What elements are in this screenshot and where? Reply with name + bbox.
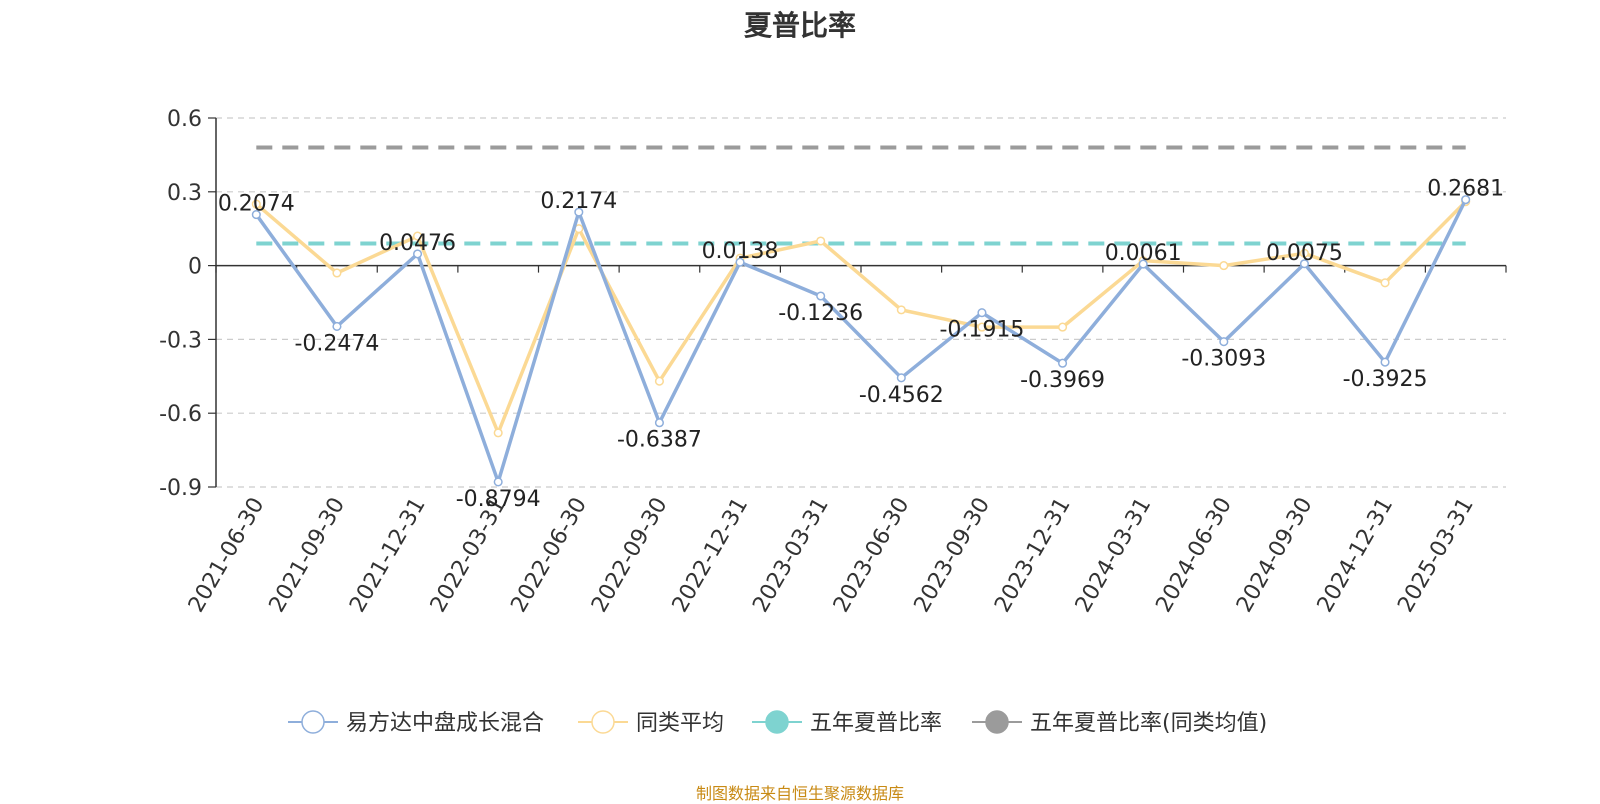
- y-tick-label: 0.3: [167, 181, 202, 206]
- data-label: -0.8794: [456, 487, 541, 512]
- legend-label: 五年夏普比率: [810, 711, 942, 736]
- data-point: [251, 210, 261, 220]
- legend-item[interactable]: 五年夏普比率: [752, 710, 942, 736]
- data-point: [735, 257, 745, 267]
- legend-label: 五年夏普比率(同类均值): [1030, 711, 1267, 736]
- data-point: [977, 308, 987, 318]
- data-label: 0.0075: [1266, 241, 1343, 266]
- data-point: [1138, 259, 1148, 269]
- data-point: [977, 322, 987, 332]
- reference-lines: [256, 145, 1466, 246]
- data-point: [574, 207, 584, 217]
- legend-item[interactable]: 易方达中盘成长混合: [288, 710, 544, 736]
- data-point: [1299, 259, 1309, 269]
- series-line: [255, 200, 1467, 435]
- y-tick-label: 0.6: [167, 107, 202, 132]
- series-lines: [251, 195, 1471, 487]
- data-point: [493, 477, 503, 487]
- data-label: 0.2681: [1427, 177, 1504, 202]
- x-tick-label: 2024-03-31: [1071, 494, 1157, 617]
- legend-label: 易方达中盘成长混合: [346, 711, 544, 736]
- data-point: [816, 236, 826, 246]
- data-label: 0.2174: [540, 189, 617, 214]
- x-tick-label: 2021-06-30: [184, 494, 270, 617]
- x-tick-label: 2024-09-30: [1232, 494, 1318, 617]
- data-point: [413, 231, 423, 241]
- x-tick-label: 2023-12-31: [990, 494, 1076, 617]
- data-label: -0.4562: [859, 383, 944, 408]
- data-point: [332, 268, 342, 278]
- data-point: [654, 376, 664, 386]
- x-tick-label: 2023-09-30: [910, 494, 996, 617]
- data-label: -0.3093: [1181, 347, 1266, 372]
- y-tick-label: -0.9: [159, 476, 202, 501]
- data-label: 0.2074: [218, 192, 295, 217]
- data-label: 0.0476: [379, 231, 456, 256]
- data-label: -0.3969: [1020, 368, 1105, 393]
- data-source-note: 制图数据来自恒生聚源数据库: [695, 784, 904, 803]
- data-point: [896, 305, 906, 315]
- line-chart: 0.60.30-0.3-0.6-0.92021-06-302021-09-302…: [159, 107, 1507, 736]
- x-tick-label: 2022-09-30: [587, 494, 673, 617]
- data-label: -0.2474: [294, 331, 379, 356]
- series-line: [254, 198, 1468, 484]
- legend-item[interactable]: 五年夏普比率(同类均值): [972, 710, 1267, 736]
- data-point: [654, 418, 664, 428]
- data-point: [332, 321, 342, 332]
- x-tick-label: 2024-12-31: [1313, 494, 1399, 617]
- gridlines: [216, 117, 1506, 488]
- data-point: [1219, 261, 1229, 271]
- legend-marker-icon: [591, 710, 615, 734]
- data-label: 0.0061: [1105, 241, 1182, 266]
- data-label: -0.1236: [778, 301, 863, 326]
- legend[interactable]: 易方达中盘成长混合 同类平均 五年夏普比率 五年夏普比率(同类均值): [288, 710, 1267, 736]
- y-tick-label: 0: [188, 255, 202, 280]
- data-label: 0.0138: [702, 239, 779, 264]
- x-tick-label: 2023-03-31: [748, 494, 834, 617]
- x-tick-label: 2021-09-30: [265, 494, 351, 617]
- data-point: [1058, 322, 1068, 332]
- legend-marker-icon: [765, 710, 789, 734]
- data-point: [1299, 248, 1309, 258]
- data-point: [1461, 195, 1471, 205]
- y-tick-label: -0.6: [159, 402, 202, 427]
- x-tick-label: 2025-03-31: [1393, 494, 1479, 617]
- data-label: -0.6387: [617, 428, 702, 453]
- axes: 0.60.30-0.3-0.6-0.92021-06-302021-09-302…: [159, 107, 1507, 617]
- x-tick-label: 2023-06-30: [829, 494, 915, 617]
- data-point: [251, 199, 261, 209]
- data-label: -0.3925: [1343, 367, 1428, 392]
- data-point: [816, 291, 826, 301]
- legend-marker-icon: [301, 710, 325, 734]
- data-point: [1380, 278, 1390, 288]
- data-label: -0.1915: [939, 318, 1024, 343]
- x-tick-label: 2022-06-30: [506, 494, 592, 617]
- legend-marker-icon: [985, 710, 1009, 734]
- data-point: [1058, 358, 1068, 368]
- x-tick-label: 2022-03-31: [426, 494, 512, 617]
- y-tick-label: -0.3: [159, 328, 202, 353]
- data-point: [493, 428, 503, 438]
- x-tick-label: 2024-06-30: [1151, 494, 1237, 617]
- data-labels: 0.2074 -0.2474 0.0476 -0.8794 0.2174 -0.6387 0…: [218, 177, 1504, 512]
- chart-title: 夏普比率: [743, 9, 856, 42]
- x-tick-label: 2021-12-31: [345, 494, 431, 617]
- data-point: [896, 373, 906, 383]
- x-tick-label: 2022-12-31: [668, 494, 754, 617]
- data-point: [1219, 337, 1229, 347]
- legend-item[interactable]: 同类平均: [578, 710, 724, 736]
- legend-label: 同类平均: [636, 711, 724, 736]
- data-point: [413, 249, 423, 259]
- data-point: [1380, 357, 1390, 367]
